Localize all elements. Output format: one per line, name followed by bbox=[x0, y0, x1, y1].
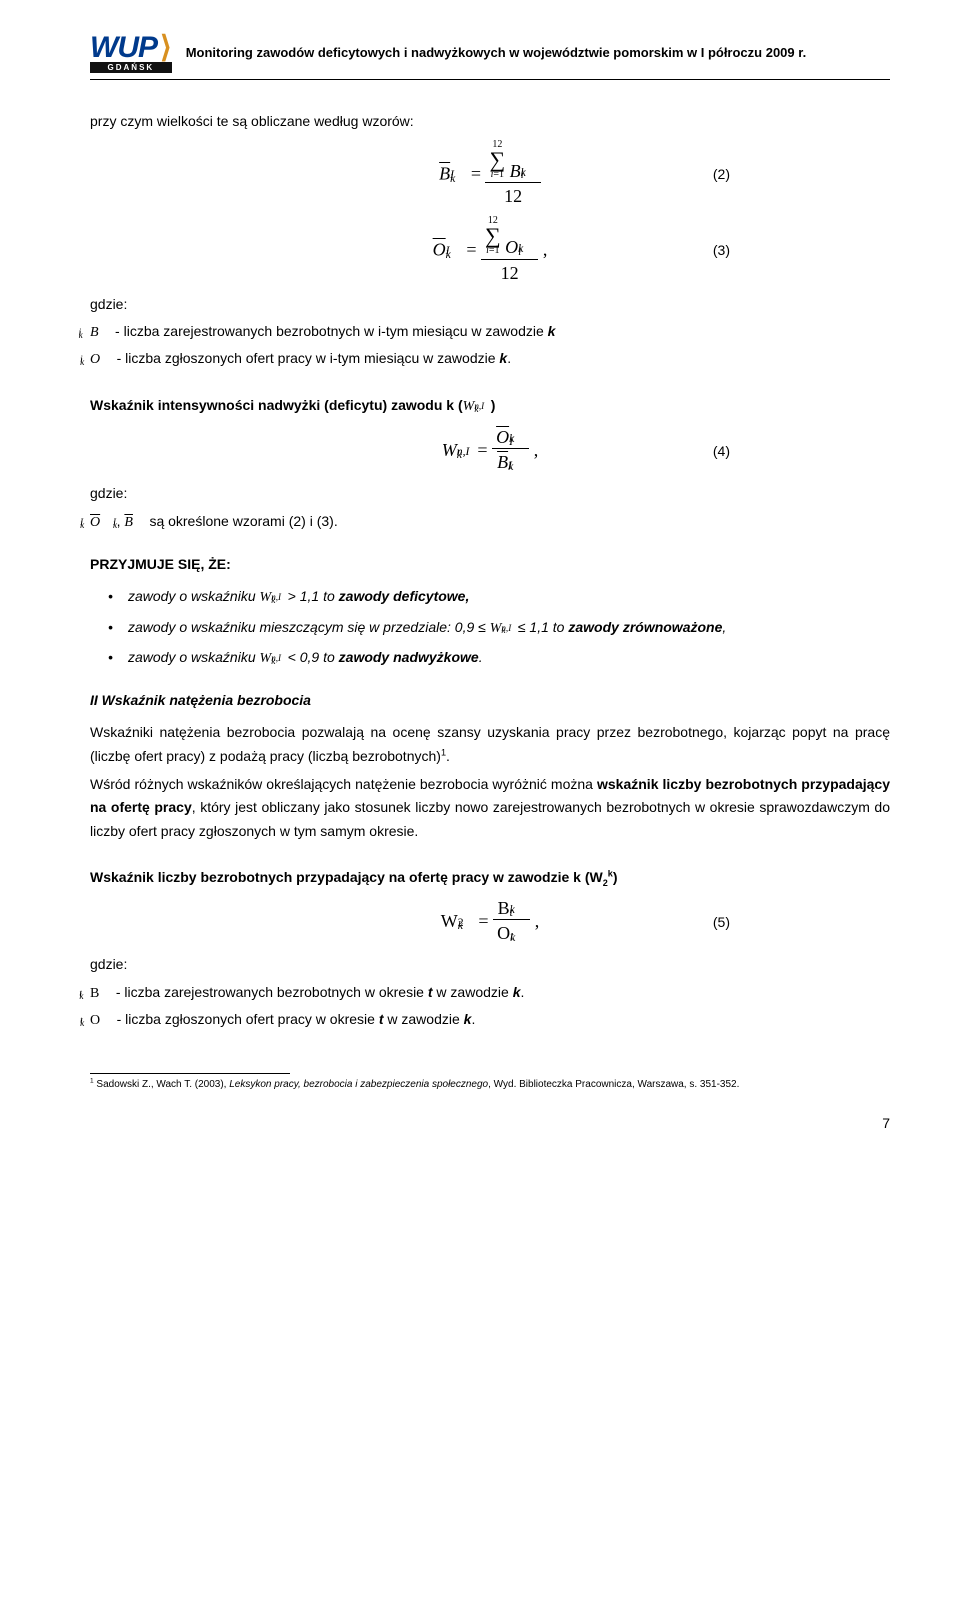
desc-Ot-mid: w zawodzie bbox=[384, 1011, 464, 1027]
formula-5-number: (5) bbox=[713, 911, 730, 935]
b2-suffix: ≤ 1,1 to bbox=[514, 619, 568, 635]
desc-Ot-text: - liczba zgłoszonych ofert pracy w okres… bbox=[117, 1011, 379, 1027]
formula-4-number: (4) bbox=[713, 440, 730, 464]
page-header: WUP ⟩ GDAŃSK Monitoring zawodów deficyto… bbox=[90, 30, 890, 80]
formula-3-number: (3) bbox=[713, 239, 730, 263]
b1-term: zawody deficytowe, bbox=[339, 588, 470, 604]
b3-period: . bbox=[479, 649, 483, 665]
bullet-3: zawody o wskaźniku Wkn,I < 0,9 to zawody… bbox=[108, 646, 890, 671]
formula-3: OkI = 12∑i=1 Oki 12 , (3) bbox=[90, 216, 890, 286]
b3-term: zawody nadwyżkowe bbox=[339, 649, 479, 665]
b3-suffix: < 0,9 to bbox=[284, 649, 339, 665]
section-2-p2: Wśród różnych wskaźników określających n… bbox=[90, 773, 890, 844]
desc-OB: OkI , BkI są określone wzorami (2) i (3)… bbox=[110, 510, 890, 535]
footnote-separator bbox=[90, 1073, 290, 1074]
header-title: Monitoring zawodów deficytowych i nadwyż… bbox=[186, 45, 890, 60]
formula-2-number: (2) bbox=[713, 163, 730, 187]
formula-5: Wk2 = Bkt Okt , (5) bbox=[90, 898, 890, 948]
wskaznik-intens-heading: Wskaźnik intensywności nadwyżki (deficyt… bbox=[90, 394, 890, 419]
logo: WUP ⟩ GDAŃSK bbox=[90, 30, 172, 75]
desc-O-period: . bbox=[507, 350, 511, 366]
s2p2a: Wśród różnych wskaźników określających n… bbox=[90, 776, 597, 792]
logo-arrows-icon: ⟩ bbox=[160, 30, 172, 65]
desc-O: Oki - liczba zgłoszonych ofert pracy w i… bbox=[110, 347, 890, 372]
footnote: 1 Sadowski Z., Wach T. (2003), Leksykon … bbox=[90, 1078, 890, 1092]
bullet-2: zawody o wskaźniku mieszczącym się w prz… bbox=[108, 616, 890, 641]
w5h2: 2 bbox=[603, 878, 608, 888]
logo-text: WUP bbox=[90, 31, 157, 65]
b3-prefix: zawody o wskaźniku bbox=[128, 649, 260, 665]
b2-term: zawody zrównoważone bbox=[568, 619, 722, 635]
wskaznik-h1: Wskaźnik intensywności nadwyżki (deficyt… bbox=[90, 397, 463, 413]
gdzie-2: gdzie: bbox=[90, 482, 890, 506]
desc-B-var: k bbox=[548, 323, 556, 339]
footnote-italic: Leksykon pracy, bezrobocia i zabezpiecze… bbox=[229, 1079, 488, 1090]
b2-prefix: zawody o wskaźniku mieszczącym się w prz… bbox=[128, 619, 490, 635]
desc-B-text: - liczba zarejestrowanych bezrobotnych w… bbox=[115, 323, 548, 339]
footnote-text: Sadowski Z., Wach T. (2003), bbox=[94, 1079, 230, 1090]
w5h4: ) bbox=[613, 869, 618, 885]
gdzie-1: gdzie: bbox=[90, 293, 890, 317]
desc-OB-text: są określone wzorami (2) i (3). bbox=[149, 513, 337, 529]
desc-Bt: Bkt - liczba zarejestrowanych bezrobotny… bbox=[110, 981, 890, 1006]
bullet-1: zawody o wskaźniku Wkn,I > 1,1 to zawody… bbox=[108, 585, 890, 610]
s2p1-text: Wskaźniki natężenia bezrobocia pozwalają… bbox=[90, 724, 890, 764]
formula-4: Wkn,I = OkI BkI , (4) bbox=[90, 427, 890, 477]
footnote-end: , Wyd. Biblioteczka Pracownicza, Warszaw… bbox=[488, 1079, 739, 1090]
wskaznik5-heading: Wskaźnik liczby bezrobotnych przypadając… bbox=[90, 866, 890, 890]
intro-text: przy czym wielkości te są obliczane wedł… bbox=[90, 110, 890, 134]
page-number: 7 bbox=[90, 1112, 890, 1136]
desc-Ot: Okt - liczba zgłoszonych ofert pracy w o… bbox=[110, 1008, 890, 1033]
section-2-title: II Wskaźnik natężenia bezrobocia bbox=[90, 689, 890, 713]
b1-suffix: > 1,1 to bbox=[284, 588, 339, 604]
desc-Bt-text: - liczba zarejestrowanych bezrobotnych w… bbox=[116, 984, 428, 1000]
desc-B: Bki - liczba zarejestrowanych bezrobotny… bbox=[110, 320, 890, 345]
wskaznik-h2: ) bbox=[487, 397, 496, 413]
gdzie-3: gdzie: bbox=[90, 953, 890, 977]
desc-Ot-end: . bbox=[471, 1011, 475, 1027]
desc-O-text: - liczba zgłoszonych ofert pracy w i-tym… bbox=[117, 350, 500, 366]
przyjmuje-heading: PRZYJMUJE SIĘ, ŻE: bbox=[90, 553, 890, 577]
desc-Bt-mid: w zawodzie bbox=[433, 984, 513, 1000]
b2-comma: , bbox=[722, 619, 726, 635]
desc-Bt-end: . bbox=[520, 984, 524, 1000]
b1-prefix: zawody o wskaźniku bbox=[128, 588, 260, 604]
s2p1-end: . bbox=[446, 748, 450, 764]
w5h1: Wskaźnik liczby bezrobotnych przypadając… bbox=[90, 869, 603, 885]
s2p2c: , który jest obliczany jako stosunek lic… bbox=[90, 799, 890, 839]
section-2-p1: Wskaźniki natężenia bezrobocia pozwalają… bbox=[90, 721, 890, 769]
assumptions-list: zawody o wskaźniku Wkn,I > 1,1 to zawody… bbox=[90, 585, 890, 671]
formula-2: BkI = 12∑i=1 Bki 12 (2) bbox=[90, 140, 890, 210]
